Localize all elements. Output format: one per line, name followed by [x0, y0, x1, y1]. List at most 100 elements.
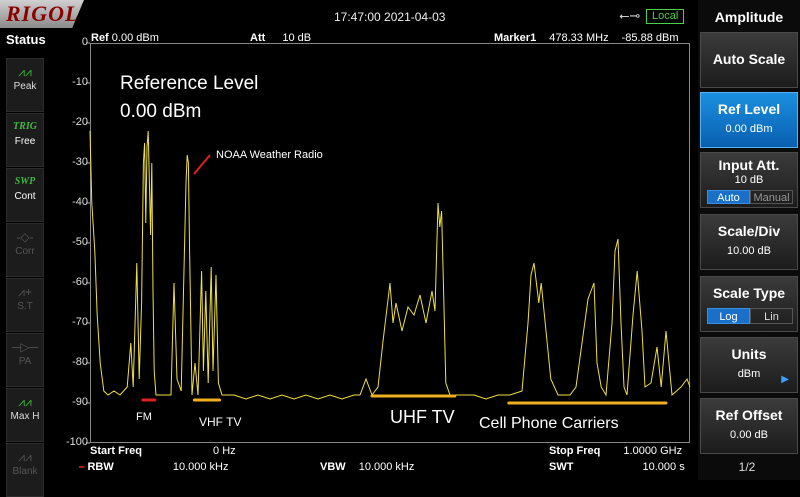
y-tick-label: -30 [72, 156, 88, 168]
brand-text: RIGOL [6, 1, 80, 26]
status-title: Status [6, 32, 46, 47]
status-button-cont[interactable]: SWP Cont [6, 168, 44, 222]
ref-label: Ref [91, 32, 109, 44]
status-button-corr[interactable]: -◇- Corr [6, 223, 44, 277]
peak-icon: ⩘⩘ [18, 65, 32, 79]
trig-icon: TRIG [13, 121, 37, 132]
scale-type-button[interactable]: Scale Type Log Lin [700, 276, 798, 332]
input-att-label: Input Att. [718, 157, 780, 173]
reference-level-value: 0.00 dBm [120, 101, 202, 122]
marker-header: Marker1 478.33 MHz -85.88 dBm [494, 32, 679, 44]
input-att-auto[interactable]: Auto [707, 190, 750, 204]
scale-div-button[interactable]: Scale/Div 10.00 dB [700, 214, 798, 270]
ref-offset-label: Ref Offset [715, 407, 783, 423]
units-label: Units [731, 346, 767, 362]
ref-level-label: Ref Level [717, 101, 781, 117]
y-tick-label: -10 [72, 76, 88, 88]
y-tick-label: -100 [65, 436, 88, 448]
status-button-label: Free [14, 136, 36, 147]
ref-value: 0.00 dBm [111, 32, 159, 44]
pa-icon: ─▷─ [11, 340, 39, 354]
y-tick-label: -50 [72, 236, 88, 248]
rbw-value: 10.000 kHz [172, 461, 229, 473]
scale-div-value: 10.00 dB [726, 245, 772, 257]
scale-div-label: Scale/Div [717, 223, 781, 239]
scale-type-log[interactable]: Log [707, 308, 750, 324]
start-freq: Start Freq 0 Hz [90, 445, 236, 457]
fm-label: FM [136, 411, 152, 423]
status-button-peak[interactable]: ⩘⩘ Peak [6, 58, 44, 112]
top-bar: RIGOL 17:47:00 2021-04-03 ⭠⊸ Local [0, 0, 700, 30]
menu-title: Amplitude [714, 9, 784, 25]
auto-scale-label: Auto Scale [712, 51, 786, 67]
stop-freq: Stop Freq 1.0000 GHz [549, 445, 682, 457]
stop-freq-value: 1.0000 GHz [623, 445, 683, 457]
status-button-label: Blank [12, 466, 38, 477]
ref-offset-button[interactable]: Ref Offset 0.00 dB [700, 398, 798, 454]
input-att-button[interactable]: Input Att. 10 dB Auto Manual [700, 152, 798, 208]
att-header: Att 10 dB [250, 32, 311, 44]
usb-icon: ⭠⊸ [619, 8, 641, 23]
swt: SWT 10.000 s [549, 461, 685, 473]
cell-label: Cell Phone Carriers [479, 415, 619, 432]
local-badge[interactable]: Local [646, 9, 685, 24]
status-button-label: Corr [15, 246, 35, 257]
input-att-value: 10 dB [734, 174, 764, 186]
att-label: Att [250, 32, 266, 44]
swt-value: 10.000 s [642, 461, 685, 473]
menu-page-indicator: 1/2 [738, 460, 756, 474]
noaa-label: NOAA Weather Radio [216, 149, 323, 161]
vbw-value: 10.000 kHz [358, 461, 415, 473]
amplitude-menu: Amplitude Auto Scale Ref Level 0.00 dBm … [698, 0, 800, 480]
rbw: ━ RBW 10.000 kHz [79, 461, 228, 473]
y-tick-label: -20 [72, 116, 88, 128]
vbw-label: VBW [320, 461, 346, 473]
auto-scale-button[interactable]: Auto Scale [700, 32, 798, 88]
y-tick-label: -40 [72, 196, 88, 208]
st-icon: ⩘+ [18, 285, 32, 299]
scale-type-lin[interactable]: Lin [750, 308, 793, 324]
corr-icon: -◇- [16, 230, 34, 244]
ref-level-button[interactable]: Ref Level 0.00 dBm [700, 92, 798, 148]
scale-type-label: Scale Type [712, 285, 786, 301]
status-button-label: S.T [17, 301, 33, 312]
att-value: 10 dB [282, 32, 312, 44]
swt-label: SWT [549, 461, 574, 473]
y-tick-label: -70 [72, 316, 88, 328]
vhf-label: VHF TV [199, 415, 242, 429]
rbw-marker-icon: ━ [79, 462, 85, 472]
status-button-free[interactable]: TRIG Free [6, 113, 44, 167]
blank-icon: ⩘⩘ [18, 450, 32, 464]
status-button-pa[interactable]: ─▷─ PA [6, 333, 44, 387]
input-att-toggle[interactable]: Auto Manual [707, 190, 793, 204]
datetime: 17:47:00 2021-04-03 [334, 10, 446, 24]
status-button-max-h[interactable]: ⩘⩘ Max H [6, 388, 44, 442]
stop-freq-label: Stop Freq [549, 445, 601, 457]
uhf-label: UHF TV [390, 407, 455, 427]
ref-offset-value: 0.00 dB [730, 429, 768, 441]
start-freq-value: 0 Hz [213, 445, 236, 457]
units-value: dBm [737, 368, 761, 380]
maxhold-icon: ⩘⩘ [18, 395, 32, 409]
swp-icon: SWP [14, 176, 36, 187]
vbw: VBW 10.000 kHz [320, 461, 414, 473]
rigol-logo: RIGOL [0, 0, 84, 28]
scale-type-toggle[interactable]: Log Lin [707, 308, 793, 324]
status-panel: Status ⩘⩘ Peak TRIG Free SWP Cont -◇- Corr ⩘+ S.T… [0, 30, 48, 497]
status-button-label: Peak [13, 81, 37, 92]
status-button-blank[interactable]: ⩘⩘ Blank [6, 443, 44, 497]
chevron-right-icon: ▶ [781, 374, 789, 385]
marker-level: -85.88 dBm [621, 32, 679, 44]
y-tick-label: -60 [72, 276, 88, 288]
reference-level-title: Reference Level [120, 73, 259, 94]
rbw-label: RBW [87, 461, 114, 473]
status-button-s-t[interactable]: ⩘+ S.T [6, 278, 44, 332]
input-att-manual[interactable]: Manual [750, 190, 793, 204]
status-button-label: Cont [14, 191, 36, 202]
status-button-label: PA [18, 356, 32, 367]
ref-level-value: 0.00 dBm [725, 123, 773, 135]
start-freq-label: Start Freq [90, 445, 142, 457]
units-button[interactable]: Units dBm ▶ [700, 337, 798, 393]
marker-freq: 478.33 MHz [549, 32, 609, 44]
status-button-label: Max H [10, 411, 40, 422]
